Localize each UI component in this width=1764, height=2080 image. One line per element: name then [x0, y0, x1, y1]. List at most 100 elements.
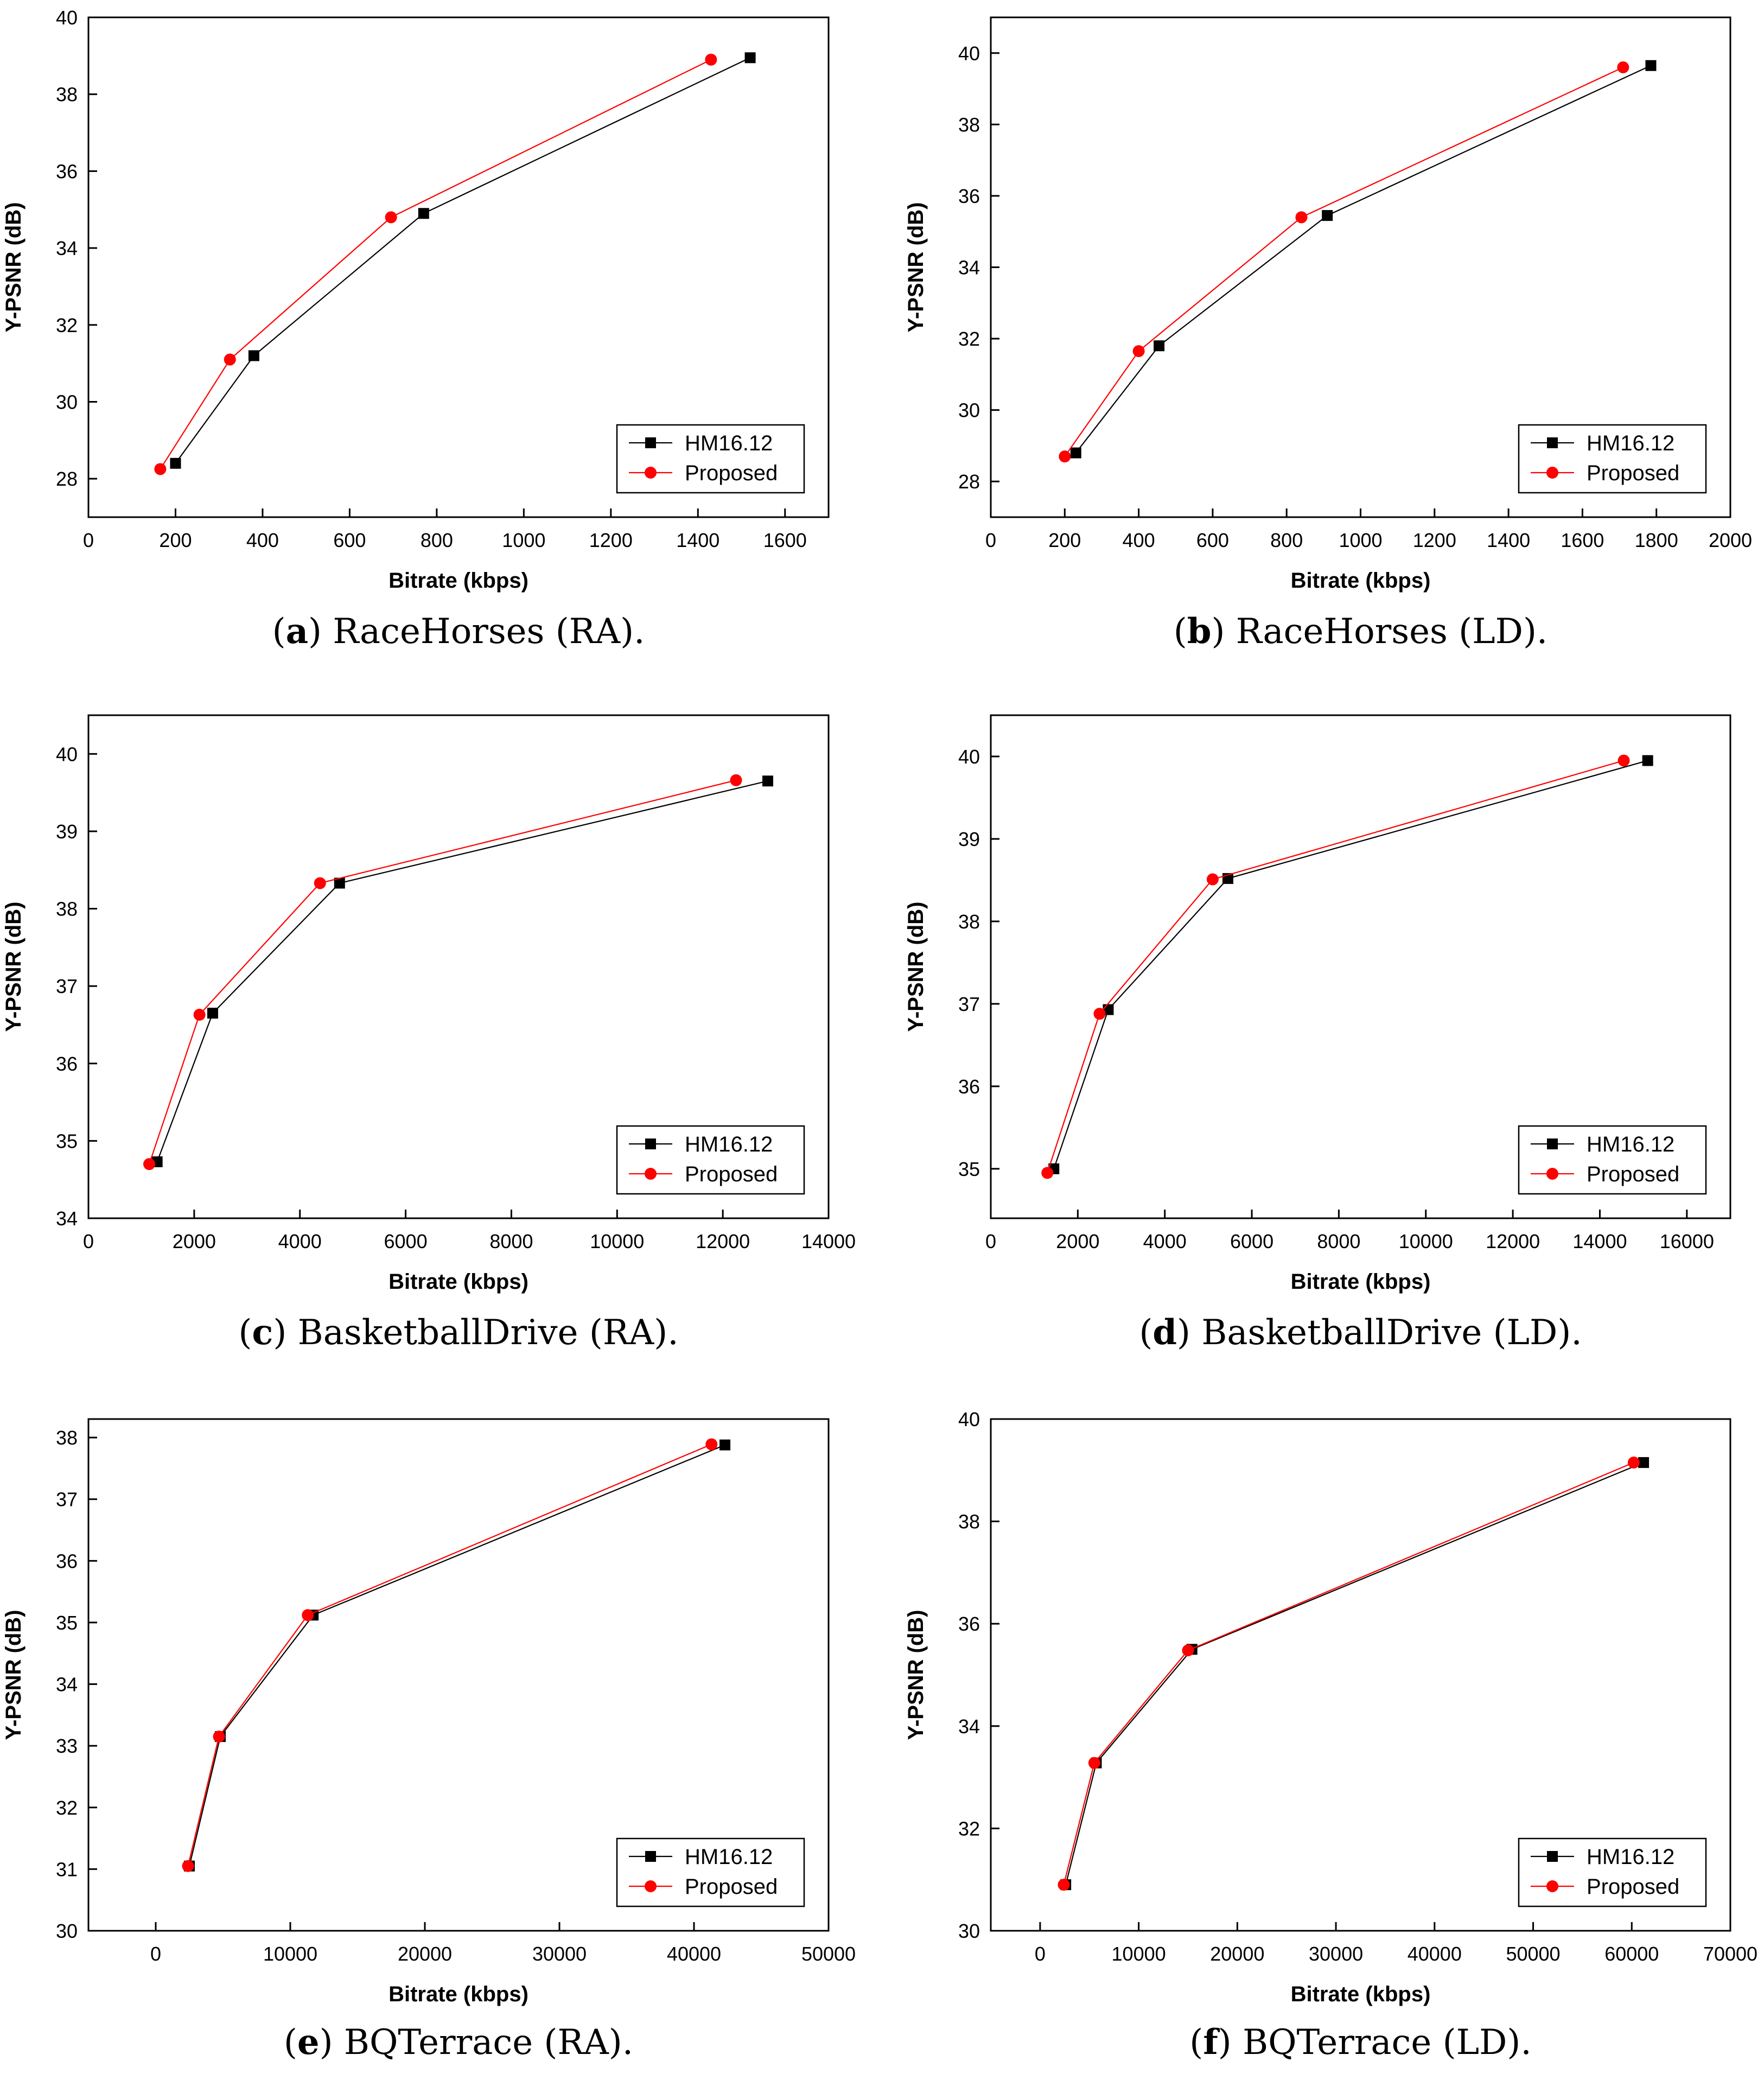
x-tick-label: 40000	[1408, 1943, 1462, 1965]
chart-a: 0 200 400 600 800 1000 1200 1400 1600 28 30 32 34 36 3…	[2, 7, 830, 652]
y-tick-label: 30	[56, 391, 78, 413]
x-tick-label: 1200	[1413, 529, 1456, 551]
y-tick-label: 38	[56, 84, 78, 106]
data-point	[170, 457, 181, 469]
caption-paren-close: )	[1177, 1313, 1201, 1353]
x-tick-label: 800	[1270, 529, 1303, 551]
data-point	[224, 353, 236, 366]
y-tick-label: 36	[958, 185, 980, 207]
series-proposed	[154, 53, 717, 475]
y-tick-label: 34	[958, 257, 980, 279]
x-axis-label: Bitrate (kbps)	[389, 1270, 528, 1294]
x-axis-label: Bitrate (kbps)	[1291, 1982, 1431, 2006]
x-tick-label: 30000	[532, 1943, 587, 1965]
data-point	[1642, 755, 1653, 766]
x-tick-label: 0	[83, 529, 94, 551]
data-point	[1059, 450, 1071, 463]
caption-paren-open: (	[238, 1313, 252, 1353]
data-point	[213, 1731, 225, 1743]
chart-f: 0 10000 20000 30000 40000 50000 60000 70000 30 32…	[904, 1408, 1757, 2063]
y-tick-label: 32	[958, 1817, 980, 1840]
x-tick-label: 30000	[1309, 1943, 1363, 1965]
x-tick-label: 800	[421, 529, 453, 551]
x-tick-label: 10000	[263, 1943, 317, 1965]
caption-paren-open: (	[1189, 2022, 1203, 2063]
caption-paren-open: (	[284, 2022, 297, 2063]
x-tick-label: 50000	[801, 1943, 856, 1965]
y-tick-label: 34	[56, 1207, 78, 1230]
y-tick-label: 32	[56, 1797, 78, 1819]
x-tick-label: 10000	[1112, 1943, 1166, 1965]
plot-frame	[990, 714, 1731, 1219]
data-point	[1070, 447, 1081, 459]
y-tick-label: 37	[56, 975, 78, 997]
x-axis-label: Bitrate (kbps)	[1291, 1270, 1431, 1294]
data-point	[705, 1438, 718, 1451]
x-tick-label: 600	[333, 529, 366, 551]
y-tick-label: 38	[958, 113, 980, 136]
x-tick-label: 1400	[676, 529, 719, 551]
figure-caption: (a) RaceHorses (RA).	[272, 611, 645, 652]
legend-marker	[645, 437, 656, 448]
x-tick-label: 400	[1123, 529, 1155, 551]
plot-frame	[87, 1418, 830, 1932]
x-tick-label: 0	[1035, 1943, 1046, 1965]
legend-box	[616, 424, 805, 494]
x-axis-label: Bitrate (kbps)	[389, 1982, 528, 2006]
x-tick-label: 1600	[763, 529, 807, 551]
x-axis-label: Bitrate (kbps)	[389, 569, 528, 593]
y-tick-label: 30	[958, 399, 980, 422]
series-hm16-12	[1060, 1457, 1650, 1891]
y-tick-label: 36	[56, 160, 78, 182]
x-tick-label: 0	[83, 1230, 94, 1252]
data-point	[1206, 873, 1219, 886]
series-proposed	[143, 774, 742, 1171]
legend-box	[616, 1125, 805, 1195]
legend-label: HM16.12	[685, 431, 773, 455]
legend: HM16.12 Proposed	[1518, 424, 1707, 494]
x-tick-label: 600	[1196, 529, 1229, 551]
x-tick-label: 14000	[801, 1230, 856, 1252]
data-point	[730, 774, 742, 786]
series-line	[1053, 760, 1648, 1169]
legend: HM16.12 Proposed	[616, 424, 805, 494]
series-proposed	[1041, 754, 1630, 1179]
legend-label: HM16.12	[1587, 1133, 1674, 1156]
y-tick-label: 35	[958, 1158, 980, 1180]
series-line	[1075, 65, 1651, 454]
chart-d: 0 2000 4000 6000 8000 10000 12000 14000 16000 35 3…	[904, 714, 1731, 1353]
x-tick-label: 1600	[1561, 529, 1604, 551]
legend-marker	[645, 1880, 657, 1892]
y-tick-label: 35	[56, 1130, 78, 1152]
series-line	[1064, 67, 1623, 457]
legend-marker	[645, 467, 657, 479]
chart-c: 0 2000 4000 6000 8000 10000 12000 14000 34 35 36 37…	[2, 714, 856, 1353]
x-tick-label: 20000	[1210, 1943, 1264, 1965]
legend-label: Proposed	[685, 461, 778, 485]
legend: HM16.12 Proposed	[1518, 1837, 1707, 1907]
x-tick-label: 4000	[278, 1230, 322, 1252]
x-tick-label: 0	[985, 529, 996, 551]
y-tick-label: 36	[958, 1613, 980, 1635]
x-tick-label: 8000	[489, 1230, 533, 1252]
y-axis-label: Y-PSNR (dB)	[2, 1610, 26, 1740]
y-tick-label: 38	[958, 911, 980, 933]
data-point	[1088, 1757, 1100, 1769]
x-tick-label: 14000	[1572, 1230, 1627, 1252]
x-tick-label: 1000	[1339, 529, 1382, 551]
series-line	[160, 59, 711, 470]
chart-e: 0 10000 20000 30000 40000 50000 30 31 32 33 34 35 36…	[2, 1418, 856, 2063]
data-point	[719, 1439, 731, 1451]
caption-text: BQTerrace (LD).	[1243, 2022, 1532, 2063]
x-tick-label: 60000	[1604, 1943, 1659, 1965]
data-point	[1322, 210, 1333, 221]
caption-text: RaceHorses (LD).	[1236, 612, 1548, 652]
legend-label: Proposed	[685, 1162, 778, 1186]
legend: HM16.12 Proposed	[1518, 1125, 1707, 1195]
y-tick-label: 30	[56, 1920, 78, 1942]
legend-label: HM16.12	[1587, 1845, 1674, 1869]
data-point	[193, 1008, 206, 1021]
legend-marker	[1547, 1851, 1558, 1862]
data-point	[302, 1609, 314, 1621]
data-point	[1638, 1457, 1650, 1468]
